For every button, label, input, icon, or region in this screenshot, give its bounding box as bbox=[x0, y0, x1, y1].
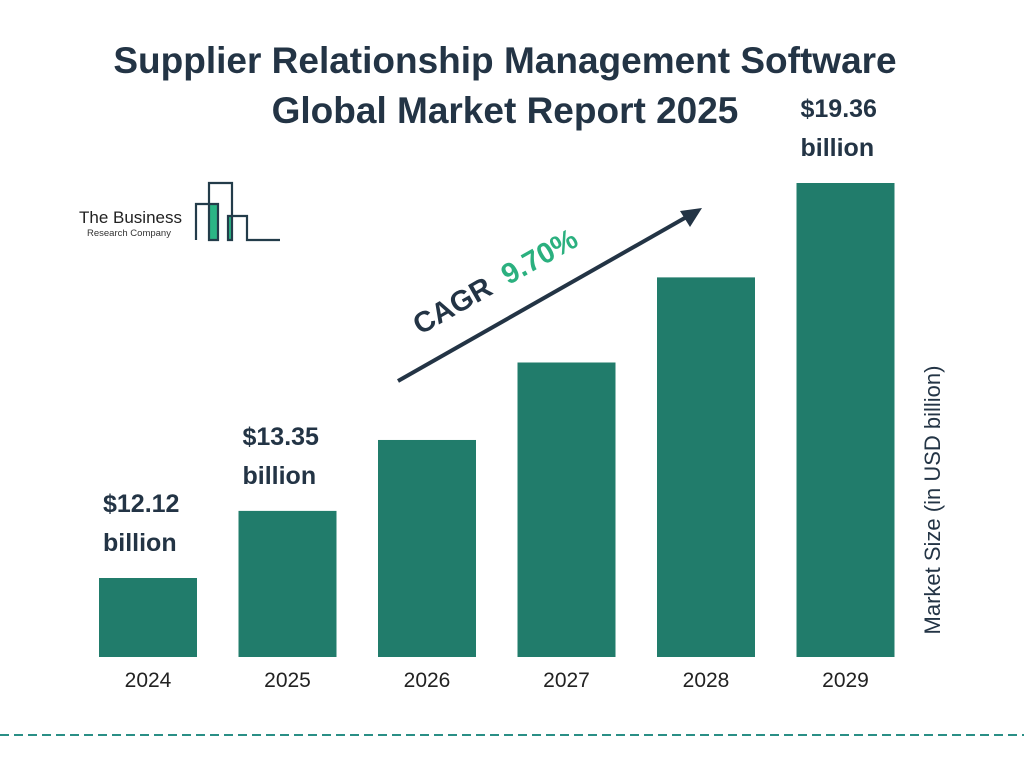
x-tick-label: 2025 bbox=[264, 669, 311, 692]
data-label: billion bbox=[243, 462, 317, 490]
logo-line-2: Research Company bbox=[87, 228, 171, 239]
data-label: $12.12 bbox=[103, 490, 179, 518]
logo-line-1: The Business bbox=[79, 208, 182, 227]
cagr-arrow-line bbox=[397, 213, 691, 383]
cagr-arrow-head bbox=[680, 208, 702, 227]
data-label: $13.35 bbox=[243, 423, 320, 451]
cagr-annotation: CAGR 9.70% bbox=[397, 208, 702, 383]
bar-2024 bbox=[99, 578, 197, 657]
logo: The Business Research Company bbox=[79, 181, 280, 242]
chart-title: Supplier Relationship Management Softwar… bbox=[0, 36, 1010, 136]
x-tick-label: 2026 bbox=[404, 669, 451, 692]
x-tick-label: 2024 bbox=[125, 669, 172, 692]
title-line-1: Supplier Relationship Management Softwar… bbox=[113, 40, 897, 81]
bar-2029 bbox=[796, 183, 895, 657]
title-line-2: Global Market Report 2025 bbox=[271, 90, 739, 131]
data-label: billion bbox=[801, 134, 875, 162]
logo-bar-2 bbox=[228, 216, 233, 240]
x-tick-label: 2029 bbox=[822, 669, 869, 692]
bar-2028 bbox=[657, 277, 755, 657]
logo-buildings bbox=[194, 181, 280, 242]
x-tick-label: 2027 bbox=[543, 669, 590, 692]
bar-2026 bbox=[378, 439, 476, 657]
y-axis-label: Market Size (in USD billion) bbox=[920, 366, 945, 635]
bar-2027 bbox=[517, 362, 616, 657]
x-tick-label: 2028 bbox=[683, 669, 730, 692]
bar-2025 bbox=[238, 510, 337, 657]
logo-bar-1 bbox=[209, 204, 218, 240]
data-label: billion bbox=[103, 529, 177, 557]
data-label: $19.36 bbox=[801, 95, 877, 123]
